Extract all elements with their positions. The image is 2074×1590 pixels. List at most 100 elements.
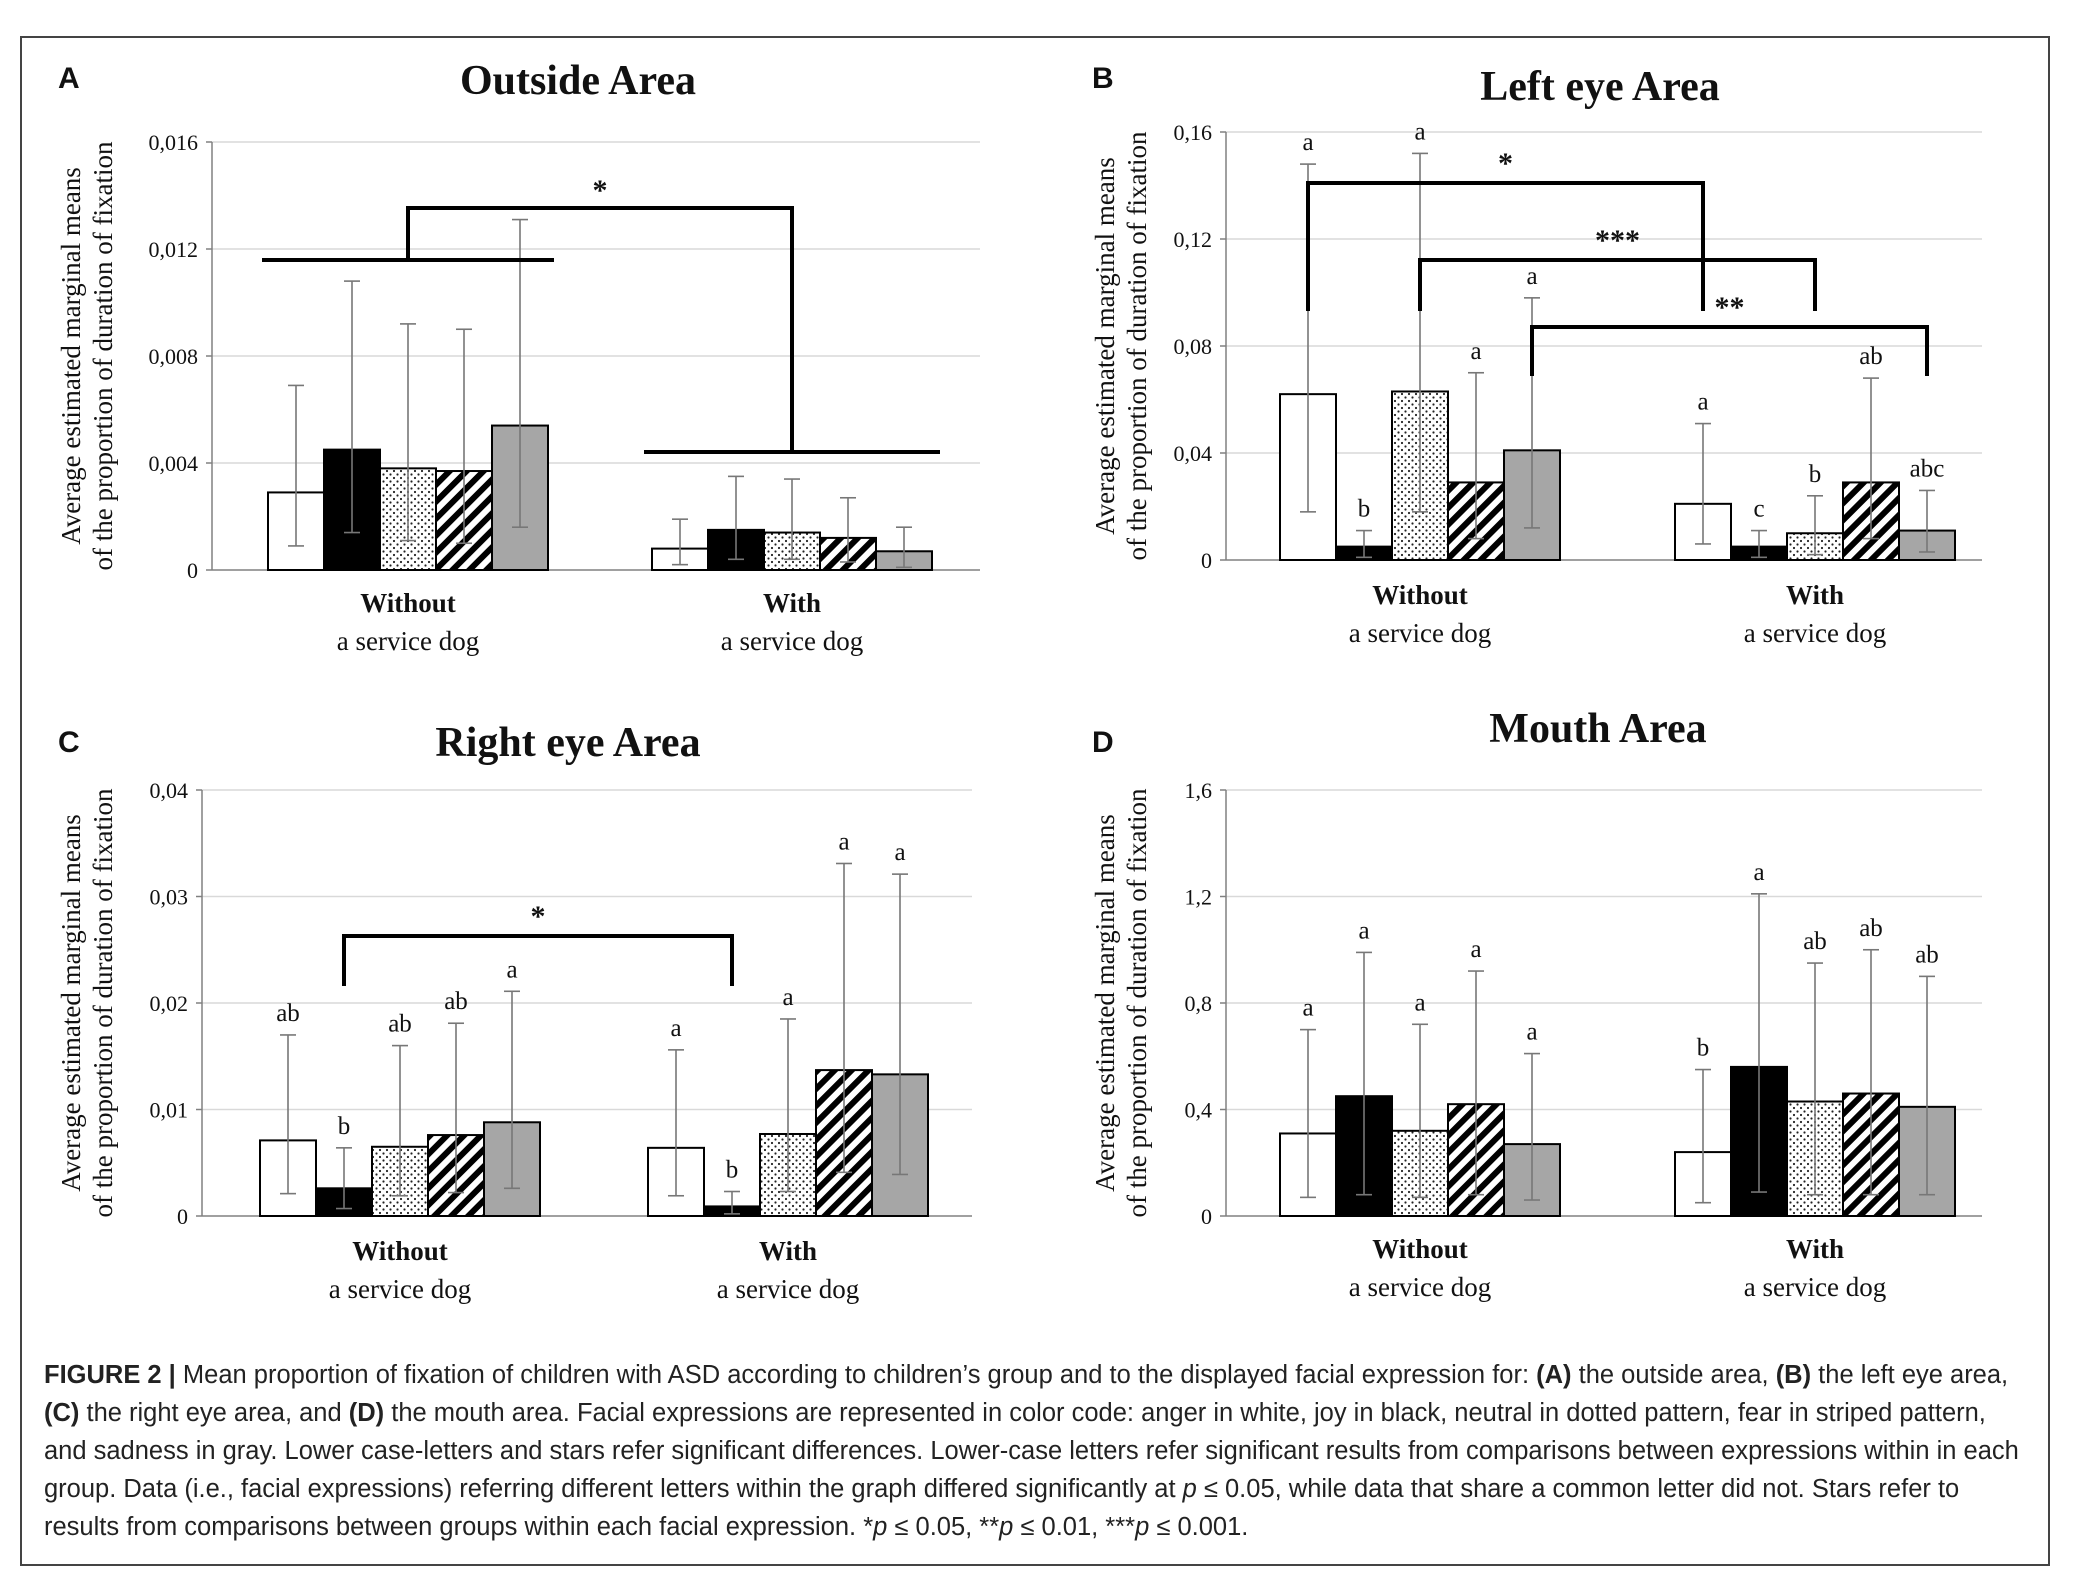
group-label: With xyxy=(1786,1234,1844,1264)
group-sublabel: a service dog xyxy=(1744,618,1886,648)
y-tick-label: 0,01 xyxy=(150,1098,189,1123)
chart-title: Left eye Area xyxy=(1480,64,1719,110)
significance-letter: a xyxy=(1526,1019,1537,1046)
y-tick-label: 0,16 xyxy=(1174,120,1213,145)
y-tick-label: 0,8 xyxy=(1185,991,1213,1016)
group-sublabel: a service dog xyxy=(1349,618,1491,648)
y-tick-label: 0,04 xyxy=(150,778,189,803)
caption-text: ≤ 0.001. xyxy=(1149,1513,1249,1541)
group-sublabel: a service dog xyxy=(337,626,479,656)
y-tick-label: 0 xyxy=(1201,1204,1212,1229)
significance-letter: a xyxy=(506,956,517,983)
significance-letter: b xyxy=(1809,461,1822,488)
y-tick-label: 0,03 xyxy=(150,885,189,910)
y-tick-label: 0 xyxy=(177,1204,188,1229)
significance-letter: a xyxy=(894,839,905,866)
significance-letter: b xyxy=(1358,496,1371,523)
chart-panel-C: C Right eye Area 0 0,01 0,02 0,03 0,04 Average … xyxy=(56,720,972,1304)
y-tick-label: 0,4 xyxy=(1185,1098,1213,1123)
significance-letter: ab xyxy=(1859,915,1883,942)
y-axis-label: Average estimated marginal means xyxy=(56,814,86,1192)
group-sublabel: a service dog xyxy=(717,1274,859,1304)
y-axis-label: Average estimated marginal means xyxy=(1090,157,1120,535)
significance-letter: a xyxy=(838,828,849,855)
y-tick-label: 0,004 xyxy=(149,451,199,476)
significance-letter: a xyxy=(670,1015,681,1042)
group-sublabel: a service dog xyxy=(1744,1272,1886,1302)
caption-text: Mean proportion of fixation of children … xyxy=(175,1361,1537,1389)
significance-bracket xyxy=(342,934,734,986)
y-tick-label: 0,008 xyxy=(149,344,199,369)
y-axis-label: of the proportion of duration of fixatio… xyxy=(88,788,118,1217)
significance-stars: * xyxy=(593,174,608,207)
caption-text: the left eye area, xyxy=(1811,1361,2009,1389)
caption-text: ≤ 0.05, while data that share a common l… xyxy=(44,1475,1960,1541)
significance-bracket xyxy=(1530,325,1929,376)
significance-bracket xyxy=(1418,258,1817,311)
chart-panel-A: A Outside Area 0 0,004 0,008 0,012 0,016 Averag… xyxy=(56,58,980,656)
y-tick-label: 1,6 xyxy=(1185,778,1213,803)
y-tick-label: 0,02 xyxy=(150,991,189,1016)
chart-title: Right eye Area xyxy=(435,720,700,766)
chart-panel-D: D Mouth Area 0 0,4 0,8 1,2 1,6 Average estimate… xyxy=(1090,706,1982,1302)
y-tick-label: 0,08 xyxy=(1174,334,1213,359)
significance-letter: abc xyxy=(1910,455,1945,482)
y-axis-label: Average estimated marginal means xyxy=(1090,814,1120,1192)
y-axis-label: Average estimated marginal means xyxy=(56,167,86,545)
caption-text: (C) xyxy=(44,1399,80,1427)
caption-text: (A) xyxy=(1536,1361,1572,1389)
caption-text: the outside area, xyxy=(1571,1361,1776,1389)
caption-text: ≤ 0.01, *** xyxy=(1013,1513,1136,1541)
group-label: With xyxy=(1786,580,1844,610)
significance-stars: * xyxy=(1498,147,1513,180)
significance-letter: ab xyxy=(388,1011,412,1038)
significance-letter: b xyxy=(726,1157,739,1184)
significance-stars: * xyxy=(531,900,546,933)
y-axis-label: of the proportion of duration of fixatio… xyxy=(1122,788,1152,1217)
group-sublabel: a service dog xyxy=(1349,1272,1491,1302)
caption-text: p xyxy=(1182,1475,1197,1503)
caption-text: ≤ 0.05, ** xyxy=(887,1513,1000,1541)
significance-stars: *** xyxy=(1595,224,1640,257)
caption-text: p xyxy=(873,1513,888,1541)
group-label: Without xyxy=(1372,580,1468,610)
significance-letter: b xyxy=(1697,1035,1710,1062)
significance-stars: ** xyxy=(1715,291,1745,324)
chart-title: Outside Area xyxy=(460,58,696,104)
significance-letter: a xyxy=(782,984,793,1011)
group-label: With xyxy=(759,1236,817,1266)
y-tick-label: 0,04 xyxy=(1174,441,1213,466)
y-tick-label: 0,012 xyxy=(149,237,199,262)
y-axis-label: of the proportion of duration of fixatio… xyxy=(1122,131,1152,560)
y-tick-label: 1,2 xyxy=(1185,885,1213,910)
y-tick-label: 0,016 xyxy=(149,130,199,155)
y-tick-label: 0,12 xyxy=(1174,227,1213,252)
significance-letter: a xyxy=(1414,118,1425,145)
group-sublabel: a service dog xyxy=(721,626,863,656)
figure-svg: A Outside Area 0 0,004 0,008 0,012 0,016 Averag… xyxy=(56,58,1982,1304)
significance-letter: ab xyxy=(444,988,468,1015)
caption-text: the mouth area. Facial expressions are r… xyxy=(44,1399,2019,1503)
caption-text: p xyxy=(999,1513,1014,1541)
y-axis-label: of the proportion of duration of fixatio… xyxy=(88,141,118,570)
significance-bracket xyxy=(1306,181,1705,311)
significance-letter: a xyxy=(1470,936,1481,963)
significance-letter: b xyxy=(338,1113,351,1140)
significance-letter: a xyxy=(1414,989,1425,1016)
figure-caption: FIGURE 2 | Mean proportion of fixation o… xyxy=(44,1356,2034,1546)
significance-letter: a xyxy=(1526,263,1537,290)
y-tick-label: 0 xyxy=(1201,548,1212,573)
significance-letter: a xyxy=(1358,917,1369,944)
significance-letter: a xyxy=(1697,389,1708,416)
chart-panel-B: B Left eye Area 0 0,04 0,08 0,12 0,16 Average e… xyxy=(1090,62,1982,648)
significance-letter: a xyxy=(1302,995,1313,1022)
group-label: Without xyxy=(360,588,456,618)
significance-letter: ab xyxy=(1859,343,1883,370)
panel-letter: C xyxy=(58,726,80,759)
caption-label: FIGURE 2 | xyxy=(44,1361,176,1389)
significance-bracket xyxy=(406,206,794,452)
group-label: Without xyxy=(352,1236,448,1266)
group-label: With xyxy=(763,588,821,618)
caption-text: (D) xyxy=(348,1399,385,1427)
caption-text: p xyxy=(1135,1513,1150,1541)
